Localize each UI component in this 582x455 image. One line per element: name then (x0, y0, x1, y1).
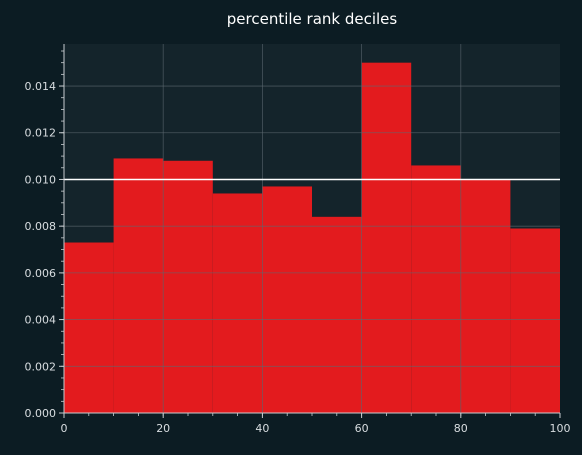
x-tick-label: 60 (355, 422, 369, 435)
bar (460, 179, 511, 413)
y-tick-label: 0.002 (25, 360, 57, 373)
y-tick-label: 0.014 (25, 80, 57, 93)
bar (411, 165, 461, 413)
bar (212, 193, 263, 413)
bar (163, 160, 213, 413)
y-tick-label: 0.010 (25, 173, 57, 186)
bar (312, 216, 362, 413)
bar (262, 186, 312, 413)
x-tick-label: 40 (255, 422, 269, 435)
bar (361, 62, 412, 414)
y-tick-label: 0.006 (25, 267, 57, 280)
y-tick-label: 0.012 (25, 127, 57, 140)
bar (510, 228, 560, 413)
x-tick-label: 20 (156, 422, 170, 435)
chart-title: percentile rank deciles (227, 10, 398, 28)
y-tick-label: 0.008 (25, 220, 57, 233)
x-tick-label: 80 (454, 422, 468, 435)
y-tick-label: 0.000 (25, 407, 57, 420)
bar (113, 158, 164, 413)
x-tick-label: 0 (61, 422, 68, 435)
y-tick-label: 0.004 (25, 314, 57, 327)
bar (64, 242, 114, 413)
x-tick-label: 100 (550, 422, 571, 435)
